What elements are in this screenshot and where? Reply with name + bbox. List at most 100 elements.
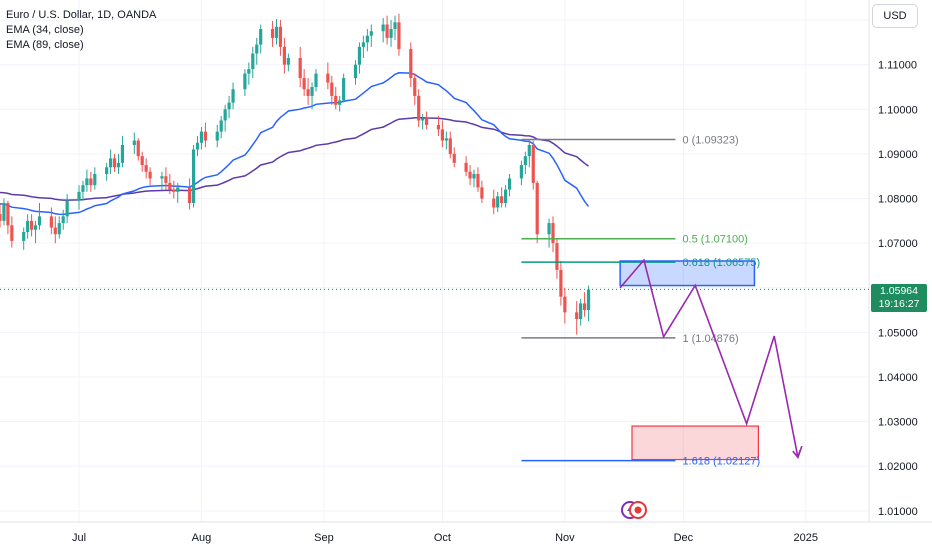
candle-body [389, 29, 393, 38]
candle-body [89, 178, 93, 186]
x-tick-label: Aug [192, 532, 212, 544]
candle-body [507, 178, 512, 190]
zones [619, 260, 760, 461]
projection-arrow-head [792, 449, 802, 459]
candle-body [353, 64, 358, 79]
currency-button[interactable]: USD [872, 4, 918, 28]
candle-body [30, 220, 34, 230]
y-tick-label: 1.10000 [878, 104, 918, 116]
candle-body [306, 89, 310, 96]
candle-body [105, 167, 109, 174]
candle-body [274, 26, 279, 38]
candle-body [85, 178, 89, 186]
candle-body [326, 73, 330, 83]
candle-body [168, 182, 172, 190]
candle-body [231, 89, 235, 103]
candle-body [413, 78, 417, 96]
candle-body [385, 24, 389, 38]
event-icons[interactable] [621, 501, 647, 519]
candle-body [298, 58, 302, 79]
candle-body [270, 29, 275, 38]
candle-body [496, 196, 500, 208]
candle-body [65, 200, 69, 217]
candle-body [112, 158, 117, 168]
candle-body [0, 214, 2, 221]
candle-body [286, 58, 290, 65]
projection-path [619, 258, 803, 459]
candle-body [10, 225, 14, 241]
candle-body [247, 69, 251, 74]
indicator-ema-89[interactable]: EMA (89, close) [6, 39, 84, 51]
candle-body [464, 162, 468, 172]
x-tick-label: Sep [314, 532, 334, 544]
candle-body [57, 223, 61, 235]
candle-body [409, 49, 413, 79]
current-price-value: 1.05964 [880, 285, 918, 297]
candle-body [140, 156, 144, 166]
flag-dot-icon [634, 506, 642, 514]
candle-body [480, 187, 484, 199]
x-axis: Jul Aug Sep Oct Nov Dec 2025 [72, 532, 818, 544]
candle-body [369, 31, 373, 36]
candle-body [132, 140, 136, 145]
candle-body [33, 225, 38, 230]
x-tick-label: 2025 [794, 532, 818, 544]
candle-body [448, 138, 452, 154]
candles [0, 13, 591, 335]
candle-body [22, 232, 26, 241]
candle-body [468, 171, 472, 179]
x-tick-label: Oct [434, 532, 451, 544]
ema-34-line [0, 72, 590, 216]
candle-body [551, 223, 555, 244]
candle-body [49, 216, 53, 228]
candle-body [436, 124, 441, 130]
candle-body [444, 138, 448, 141]
candle-body [302, 78, 306, 90]
candle-body [136, 140, 140, 157]
candle-body [452, 153, 456, 163]
candle-body [172, 189, 176, 192]
candle-body [583, 303, 587, 311]
candle-body [191, 149, 196, 203]
candle-body [81, 185, 85, 192]
fib-label-0.5: 0.5 (1.07100) [682, 234, 747, 246]
chart-legend: Euro / U.S. Dollar, 1D, OANDA EMA (34, c… [6, 8, 156, 53]
y-tick-label: 1.07000 [878, 238, 918, 250]
candle-body [26, 220, 30, 232]
fib-label-1.618: 1.618 (1.02127) [682, 456, 760, 468]
y-tick-label: 1.09000 [878, 149, 918, 161]
candle-body [310, 87, 314, 96]
y-tick-label: 1.03000 [878, 417, 918, 429]
candle-body [188, 187, 192, 203]
candle-body [37, 216, 42, 226]
y-axis: 1.120001.110001.100001.090001.080001.070… [878, 15, 918, 518]
candle-body [259, 29, 263, 45]
fib-label-1: 1 (1.04876) [682, 333, 738, 345]
candle-body [342, 78, 346, 101]
ema-89-path [0, 117, 589, 201]
y-tick-label: 1.01000 [878, 506, 918, 518]
candle-body [535, 182, 539, 235]
candle-body [393, 22, 397, 29]
y-tick-label: 1.05000 [878, 327, 918, 339]
fib-label-0: 0 (1.09323) [682, 135, 738, 147]
candle-body [476, 174, 480, 188]
candle-body [227, 102, 231, 110]
candle-body [555, 243, 559, 270]
indicator-ema-34[interactable]: EMA (34, close) [6, 24, 84, 36]
candle-body [203, 131, 207, 141]
candle-body [199, 131, 204, 143]
y-tick-label: 1.04000 [878, 372, 918, 384]
candle-body [334, 95, 338, 105]
x-tick-label: Dec [674, 532, 694, 544]
candle-body [579, 303, 583, 319]
candle-body [195, 142, 200, 150]
candle-body [586, 289, 591, 311]
candle-body [223, 109, 227, 121]
fib-label-0.618: 0.618 (1.06575) [682, 257, 760, 269]
symbol-title[interactable]: Euro / U.S. Dollar, 1D, OANDA [6, 9, 157, 21]
x-tick-label: Jul [72, 532, 86, 544]
candle-body [53, 227, 57, 235]
candle-body [314, 73, 318, 87]
